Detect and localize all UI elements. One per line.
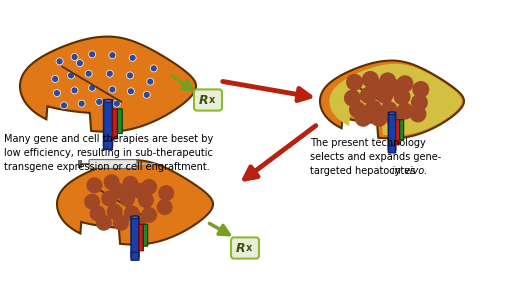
Circle shape: [96, 98, 103, 105]
Circle shape: [78, 100, 85, 107]
Polygon shape: [20, 37, 196, 132]
Circle shape: [127, 72, 133, 79]
Ellipse shape: [131, 216, 139, 219]
Circle shape: [412, 81, 429, 98]
FancyBboxPatch shape: [113, 109, 118, 139]
Circle shape: [368, 80, 385, 97]
Text: R: R: [198, 94, 208, 106]
Text: x: x: [209, 95, 215, 105]
Circle shape: [376, 87, 393, 104]
Circle shape: [77, 59, 83, 67]
Circle shape: [85, 70, 92, 77]
Circle shape: [396, 103, 414, 120]
Circle shape: [90, 205, 105, 221]
Circle shape: [365, 100, 382, 117]
Circle shape: [344, 90, 361, 107]
Circle shape: [349, 101, 366, 118]
Circle shape: [109, 52, 116, 59]
Circle shape: [127, 88, 134, 95]
FancyBboxPatch shape: [103, 140, 113, 149]
Circle shape: [53, 90, 60, 97]
Circle shape: [103, 174, 120, 190]
Text: Many gene and cell therapies are beset by
low efficiency, resulting in sub-thera: Many gene and cell therapies are beset b…: [4, 134, 213, 172]
Circle shape: [86, 177, 102, 193]
Text: x: x: [246, 243, 252, 253]
Circle shape: [362, 71, 379, 88]
Circle shape: [71, 53, 78, 60]
Circle shape: [138, 192, 154, 208]
Circle shape: [60, 102, 67, 109]
Circle shape: [52, 76, 59, 82]
Circle shape: [124, 205, 140, 221]
Circle shape: [130, 216, 146, 232]
Circle shape: [89, 84, 96, 91]
Circle shape: [113, 100, 120, 107]
Circle shape: [410, 106, 426, 122]
Circle shape: [396, 75, 414, 92]
Circle shape: [101, 190, 117, 206]
Text: The present technology
selects and expands gene-
targeted hepatocytes: The present technology selects and expan…: [310, 138, 441, 176]
FancyBboxPatch shape: [396, 120, 400, 144]
FancyBboxPatch shape: [139, 224, 143, 251]
Circle shape: [150, 65, 157, 72]
FancyBboxPatch shape: [231, 237, 259, 259]
Circle shape: [109, 86, 116, 93]
Circle shape: [355, 110, 372, 127]
Circle shape: [360, 87, 377, 104]
FancyBboxPatch shape: [103, 100, 113, 146]
Text: R: R: [235, 241, 245, 255]
Ellipse shape: [103, 100, 113, 102]
FancyBboxPatch shape: [131, 252, 139, 260]
Circle shape: [96, 215, 112, 231]
Circle shape: [147, 78, 154, 85]
Circle shape: [157, 199, 173, 215]
Text: in vivo.: in vivo.: [392, 166, 428, 176]
Circle shape: [84, 194, 100, 210]
Ellipse shape: [388, 112, 395, 114]
Circle shape: [122, 176, 138, 192]
Polygon shape: [57, 160, 213, 245]
FancyBboxPatch shape: [388, 112, 395, 150]
Circle shape: [106, 204, 123, 220]
Circle shape: [143, 91, 150, 98]
FancyBboxPatch shape: [388, 146, 395, 153]
Circle shape: [371, 110, 387, 127]
Circle shape: [119, 190, 135, 206]
Circle shape: [388, 80, 405, 97]
Circle shape: [158, 185, 174, 201]
FancyBboxPatch shape: [89, 160, 137, 168]
FancyBboxPatch shape: [131, 217, 139, 257]
Polygon shape: [330, 64, 462, 136]
Circle shape: [67, 72, 75, 79]
FancyBboxPatch shape: [143, 224, 148, 246]
FancyBboxPatch shape: [118, 109, 122, 134]
FancyBboxPatch shape: [80, 163, 90, 165]
Circle shape: [141, 179, 157, 195]
Circle shape: [379, 72, 396, 89]
Circle shape: [106, 70, 113, 77]
Circle shape: [56, 58, 63, 65]
Bar: [78, 160, 82, 168]
Circle shape: [411, 94, 428, 111]
Circle shape: [132, 183, 148, 199]
Circle shape: [393, 88, 411, 105]
Circle shape: [110, 183, 126, 199]
Circle shape: [113, 215, 129, 231]
FancyBboxPatch shape: [194, 90, 222, 111]
Circle shape: [346, 74, 363, 91]
Circle shape: [386, 111, 404, 128]
Polygon shape: [320, 61, 464, 138]
Circle shape: [381, 101, 397, 118]
FancyBboxPatch shape: [400, 120, 404, 140]
Circle shape: [71, 87, 78, 94]
Circle shape: [141, 207, 157, 223]
Circle shape: [89, 51, 96, 58]
Circle shape: [129, 54, 136, 61]
